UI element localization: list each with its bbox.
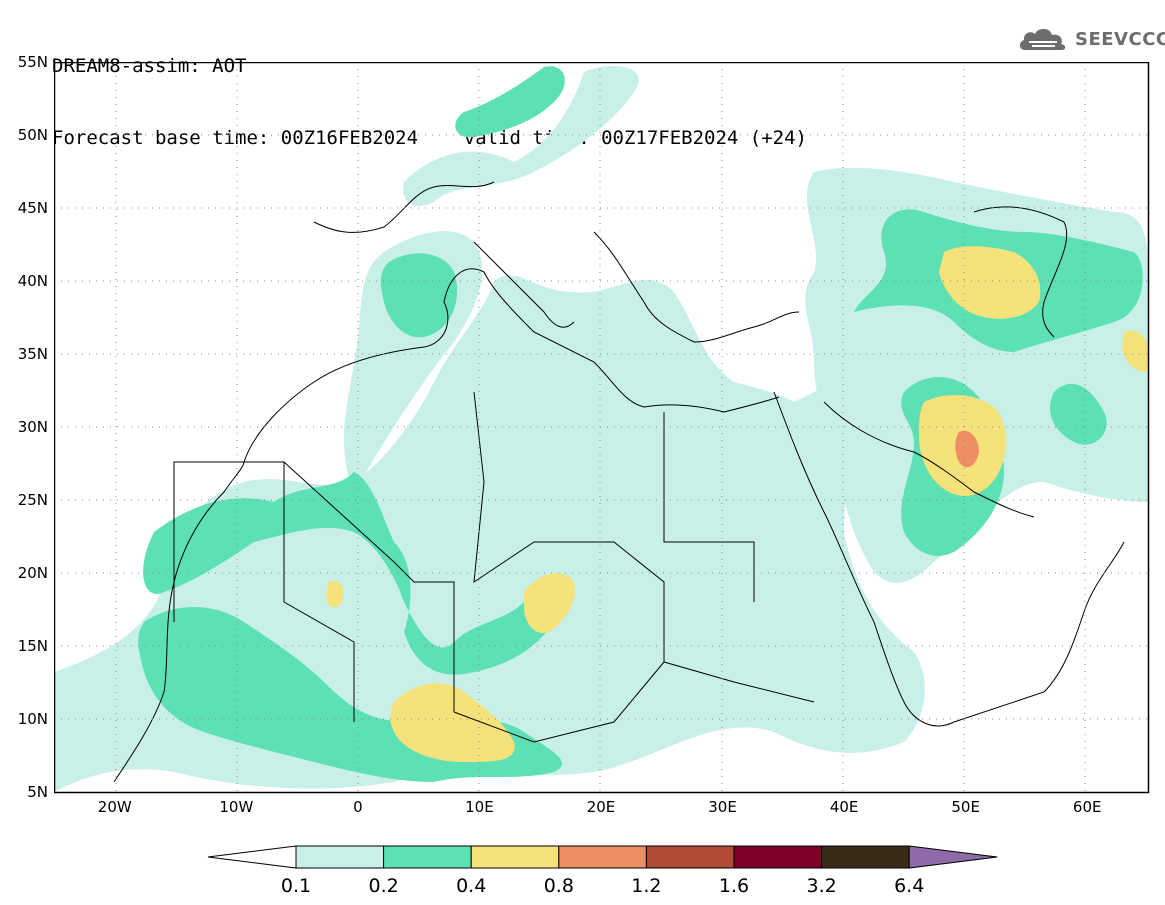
colorbar-level-label: 1.2 xyxy=(631,875,661,897)
colorbar-under-arrow xyxy=(207,845,297,869)
colorbar-level-label: 0.2 xyxy=(368,875,398,897)
lat-tick-label: 50N xyxy=(17,126,48,144)
lon-tick-label: 50E xyxy=(951,798,980,816)
lon-tick-label: 40E xyxy=(829,798,859,816)
graticule xyxy=(54,62,1148,792)
lat-tick-label: 15N xyxy=(17,637,48,655)
cloud-icon xyxy=(1019,28,1066,50)
colorbar-swatch xyxy=(383,845,472,869)
lat-tick-label: 25N xyxy=(17,491,48,509)
lon-tick-label: 30E xyxy=(708,798,737,816)
lat-tick-label: 45N xyxy=(17,199,48,217)
lat-tick-label: 30N xyxy=(17,418,48,436)
lon-tick-label: 10E xyxy=(465,798,494,816)
lon-tick-label: 20W xyxy=(97,798,132,816)
title-model-variable: DREAM8-assim: AOT xyxy=(52,55,247,77)
colorbar-swatch xyxy=(558,845,647,869)
colorbar-level-label: 0.1 xyxy=(281,875,311,897)
colorbar-level-label: 0.4 xyxy=(456,875,486,897)
colorbar-swatch xyxy=(821,845,910,869)
colorbar-level-label: 0.8 xyxy=(544,875,574,897)
lon-tick-label: 20E xyxy=(586,798,616,816)
seevccc-logo: SEEVCCC xyxy=(1017,22,1165,56)
colorbar-swatch xyxy=(645,845,735,869)
colorbar-level-label: 6.4 xyxy=(894,875,924,897)
colorbar-swatch xyxy=(470,845,560,869)
lon-tick-label: 10W xyxy=(219,798,254,816)
aot-band-0.8-1.2 xyxy=(955,430,979,468)
logo-text: SEEVCCC xyxy=(1075,28,1165,50)
lat-tick-label: 35N xyxy=(17,345,48,363)
lat-tick-label: 20N xyxy=(17,564,48,582)
colorbar-level-label: 3.2 xyxy=(806,875,836,897)
colorbar-over-arrow xyxy=(908,845,998,869)
colorbar: 0.1 0.2 0.4 0.8 1.2 1.6 3.2 6.4 xyxy=(207,845,998,897)
lat-tick-label: 55N xyxy=(17,53,48,71)
map-border xyxy=(54,62,1150,794)
aot-map xyxy=(54,62,1150,794)
colorbar-level-label: 1.6 xyxy=(719,875,749,897)
lat-tick-label: 5N xyxy=(27,783,48,801)
lat-tick-label: 10N xyxy=(17,710,48,728)
lat-tick-label: 40N xyxy=(17,272,48,290)
colorbar-swatch xyxy=(295,845,385,869)
colorbar-swatch xyxy=(733,845,823,869)
lon-tick-label: 60E xyxy=(1072,798,1102,816)
aot-band-0.4-0.8 xyxy=(326,246,1148,762)
coastlines xyxy=(113,181,1125,783)
lon-tick-label: 0 xyxy=(353,798,363,816)
